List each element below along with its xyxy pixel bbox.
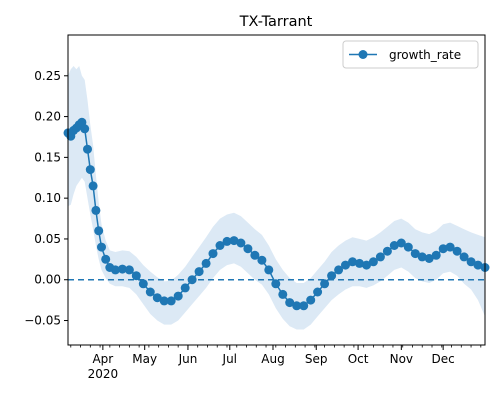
data-point — [166, 296, 176, 306]
y-tick-label: −0.05 — [24, 314, 61, 328]
data-point — [180, 283, 190, 293]
data-point — [375, 252, 385, 262]
data-point — [271, 279, 281, 289]
data-point — [473, 260, 483, 270]
data-point — [313, 287, 323, 297]
data-point — [306, 295, 316, 305]
legend-box — [342, 40, 479, 69]
data-point — [431, 250, 441, 260]
data-point — [138, 279, 148, 289]
data-point — [445, 242, 455, 252]
data-point — [194, 267, 204, 277]
y-tick-label: 0.10 — [34, 191, 61, 205]
data-point — [403, 242, 413, 252]
data-point — [334, 265, 344, 275]
data-point — [110, 265, 120, 275]
data-point — [424, 254, 434, 263]
data-point — [396, 238, 406, 248]
y-tick-label: 0.05 — [34, 232, 61, 246]
data-point — [389, 241, 399, 250]
data-point — [355, 258, 364, 268]
data-point — [83, 144, 92, 154]
data-point — [131, 271, 141, 281]
x-tick-label: Sep — [305, 352, 328, 366]
data-point — [173, 291, 183, 301]
y-tick-label: 0.00 — [34, 273, 61, 287]
data-point — [243, 244, 253, 254]
data-point — [159, 296, 169, 306]
data-point — [452, 246, 462, 256]
data-point — [299, 301, 309, 311]
data-point — [292, 301, 302, 311]
data-point — [124, 265, 134, 275]
x-tick-label: Nov — [390, 352, 413, 366]
data-point — [278, 289, 288, 299]
data-point — [201, 258, 211, 268]
data-point — [250, 250, 260, 260]
x-tick-label: Apr — [92, 352, 113, 366]
data-point — [348, 257, 357, 267]
legend-marker — [358, 50, 368, 59]
data-point — [327, 271, 337, 281]
data-point — [236, 238, 246, 248]
x-tick-label: Oct — [348, 352, 369, 366]
data-point — [459, 252, 469, 262]
data-point — [85, 165, 95, 175]
y-tick-label: 0.15 — [34, 150, 61, 164]
data-point — [229, 236, 239, 246]
confidence-band — [68, 66, 485, 330]
data-point — [417, 252, 427, 262]
data-point — [222, 236, 232, 246]
data-point — [187, 275, 197, 285]
data-point — [117, 264, 127, 274]
data-point — [410, 249, 420, 259]
x-tick-label: Aug — [261, 352, 284, 366]
x-tick-year-label: 2020 — [88, 367, 119, 381]
x-tick-label: Dec — [432, 352, 455, 366]
data-point — [362, 260, 371, 270]
legend-label: growth_rate — [389, 48, 461, 62]
y-tick-label: 0.25 — [34, 69, 61, 83]
data-point — [88, 181, 98, 191]
y-tick-label: 0.20 — [34, 110, 61, 124]
y-axis: −0.05 0.00 0.05 0.10 0.15 0.20 0.25 — [24, 69, 68, 328]
data-point — [94, 226, 104, 236]
data-point — [382, 246, 392, 256]
data-point — [91, 205, 101, 215]
x-tick-label: Jul — [222, 352, 237, 366]
chart-title: TX-Tarrant — [239, 14, 313, 30]
confidence-band-layer — [68, 66, 485, 330]
data-point — [152, 293, 162, 303]
legend: growth_rate — [342, 40, 479, 69]
data-point — [80, 124, 90, 134]
data-point — [208, 249, 218, 259]
x-tick-label: Jun — [178, 352, 198, 366]
data-point — [466, 257, 476, 267]
data-point — [341, 260, 350, 270]
data-point — [145, 287, 155, 297]
data-point — [285, 298, 295, 308]
data-point — [215, 241, 225, 250]
data-point — [264, 265, 274, 275]
plot-frame — [67, 34, 486, 346]
data-point — [97, 242, 106, 252]
data-point — [438, 244, 448, 254]
data-point — [257, 255, 267, 265]
x-tick-label: May — [132, 352, 157, 366]
data-point — [320, 279, 330, 289]
data-point — [101, 254, 111, 264]
series-layer — [63, 117, 490, 311]
data-point — [368, 257, 378, 267]
